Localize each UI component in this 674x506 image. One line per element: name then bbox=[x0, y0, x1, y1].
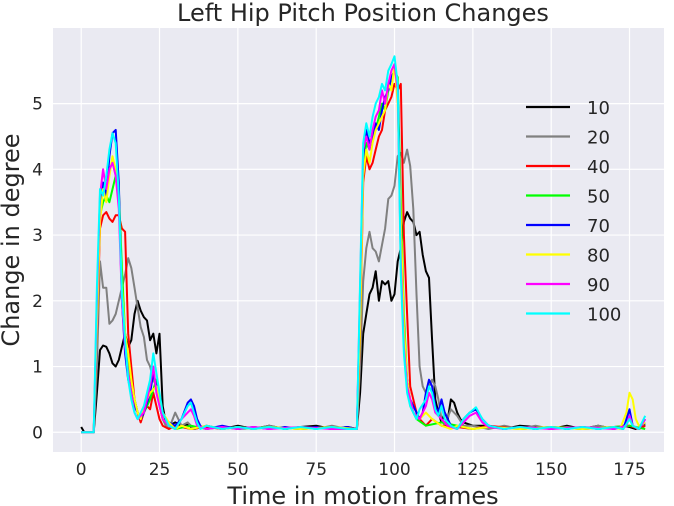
x-tick-label: 150 bbox=[535, 460, 567, 480]
x-tick-label: 100 bbox=[378, 460, 410, 480]
y-axis-ticks: 0 1 2 3 4 5 bbox=[32, 95, 43, 444]
series-line-20 bbox=[81, 148, 646, 434]
legend: 10 20 40 50 70 80 90 100 bbox=[526, 98, 621, 326]
x-tick-label: 50 bbox=[227, 460, 249, 480]
legend-label-70: 70 bbox=[587, 216, 610, 237]
series-line-70 bbox=[81, 69, 647, 434]
chart-title: Left Hip Pitch Position Changes bbox=[177, 0, 549, 27]
y-tick-label: 0 bbox=[32, 423, 43, 443]
legend-label-10: 10 bbox=[587, 98, 610, 119]
legend-label-40: 40 bbox=[587, 157, 610, 178]
legend-label-80: 80 bbox=[587, 246, 610, 267]
legend-label-100: 100 bbox=[587, 305, 621, 326]
y-tick-label: 5 bbox=[32, 95, 43, 115]
legend-label-50: 50 bbox=[587, 187, 610, 208]
series-layer bbox=[80, 55, 647, 434]
legend-label-20: 20 bbox=[587, 128, 610, 149]
series-line-100 bbox=[81, 55, 647, 434]
y-tick-label: 3 bbox=[32, 226, 43, 246]
y-tick-label: 4 bbox=[32, 160, 43, 180]
y-tick-label: 1 bbox=[32, 358, 43, 378]
x-tick-label: 25 bbox=[149, 460, 171, 480]
y-tick-label: 2 bbox=[32, 292, 43, 312]
x-tick-label: 75 bbox=[305, 460, 327, 480]
x-tick-label: 0 bbox=[76, 460, 87, 480]
x-axis-ticks: 0 25 50 75 100 125 150 175 bbox=[76, 460, 646, 480]
x-tick-label: 175 bbox=[613, 460, 645, 480]
legend-label-90: 90 bbox=[587, 275, 610, 296]
x-axis-label: Time in motion frames bbox=[226, 482, 498, 506]
x-tick-label: 125 bbox=[457, 460, 489, 480]
y-axis-label: Change in degree bbox=[0, 133, 25, 346]
